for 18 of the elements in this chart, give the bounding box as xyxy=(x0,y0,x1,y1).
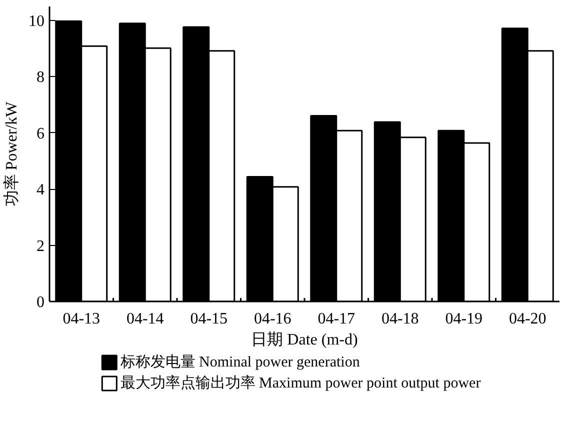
y-tick-label: 2 xyxy=(36,238,44,255)
y-tick-label: 0 xyxy=(36,294,44,311)
x-tick-label: 04-18 xyxy=(381,310,419,328)
x-tick-label: 04-14 xyxy=(126,310,164,328)
y-tick-label: 8 xyxy=(36,69,44,86)
x-tick-label: 04-13 xyxy=(62,310,100,328)
x-axis-title: 日期 Date (m-d) xyxy=(251,330,358,348)
y-tick-label: 10 xyxy=(28,13,44,30)
y-tick-label: 4 xyxy=(36,182,44,199)
x-tick-label: 04-16 xyxy=(254,310,292,328)
y-tick-label: 6 xyxy=(36,125,44,142)
x-tick-label: 04-19 xyxy=(445,310,483,328)
x-tick-label: 04-20 xyxy=(508,310,546,328)
x-tick-label: 04-15 xyxy=(190,310,228,328)
x-tick-label: 04-17 xyxy=(318,310,356,328)
legend-label: 最大功率点输出功率 Maximum power point output power xyxy=(120,374,481,392)
y-axis-title: 功率 Power/kW xyxy=(2,100,20,206)
legend-label: 标称发电量 Nominal power generation xyxy=(119,354,360,370)
